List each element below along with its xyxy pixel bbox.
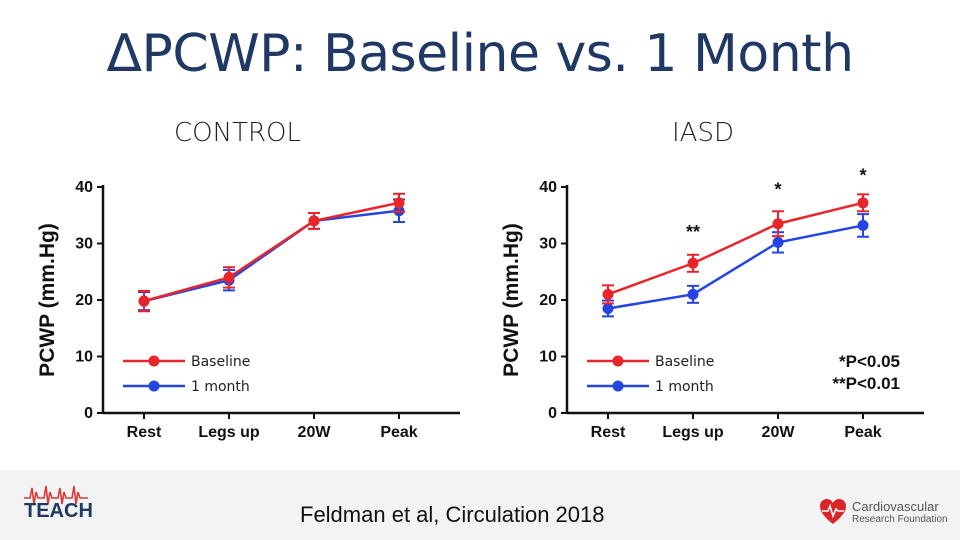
p-value-note: **P<0.01 [832, 374, 900, 393]
data-point [687, 288, 699, 300]
slide-title: ΔPCWP: Baseline vs. 1 Month [106, 24, 854, 84]
series-line-1-month [607, 224, 864, 310]
control-chart: PCWP (mm.Hg) 0 10 20 30 40 Rest Legs up 20W Peak B… [36, 179, 460, 441]
legend-marker [612, 380, 624, 392]
y-tick-label: 30 [75, 236, 93, 253]
p-value-note: *P<0.05 [839, 352, 900, 371]
y-tick-label: 30 [539, 236, 557, 253]
y-axis-label: PCWP (mm.Hg) [500, 223, 523, 377]
legend-label: Baseline [655, 354, 714, 370]
y-tick-label: 0 [84, 405, 93, 422]
crf-logo-line1: Cardiovascular [852, 499, 939, 514]
y-tick-label: 10 [539, 349, 557, 366]
data-point [393, 197, 405, 209]
series-line-baseline [607, 201, 864, 296]
data-point [602, 302, 614, 314]
y-tick-label: 10 [75, 349, 93, 366]
data-point [308, 215, 320, 227]
data-point [857, 219, 869, 231]
legend-marker [612, 355, 624, 367]
x-tick-label: Peak [844, 424, 881, 441]
x-tick-label: Peak [380, 424, 417, 441]
y-tick-label: 20 [75, 292, 93, 309]
data-point [223, 271, 235, 283]
data-point [602, 288, 614, 300]
legend-label: Baseline [191, 354, 250, 370]
crf-logo-text: Cardiovascular Research Foundation [852, 500, 948, 526]
x-tick-label: Legs up [198, 424, 260, 441]
data-point [772, 236, 784, 248]
teach-logo-text: TEACH [24, 500, 93, 522]
data-point [772, 218, 784, 230]
series-line-1-month [143, 209, 400, 303]
footer-bar [0, 470, 960, 540]
legend-marker [148, 380, 160, 392]
x-tick-label: Legs up [662, 424, 724, 441]
data-point [138, 295, 150, 307]
legend-marker [148, 355, 160, 367]
iasd-panel-label: IASD [672, 118, 734, 148]
crf-logo-line2: Research Foundation [852, 514, 948, 525]
legend-label: 1 month [191, 379, 250, 395]
significance-annotation: ** [686, 222, 700, 242]
series-line-baseline [143, 201, 400, 303]
y-tick-label: 40 [75, 179, 93, 196]
iasd-chart: PCWP (mm.Hg) 0 10 20 30 40 Rest Legs up 20W Peak B… [500, 165, 924, 441]
crf-heart-icon [820, 499, 846, 524]
data-point [857, 197, 869, 209]
x-tick-label: 20W [762, 424, 796, 441]
significance-annotation: * [859, 165, 866, 185]
x-tick-label: Rest [127, 424, 162, 441]
significance-annotation: * [774, 179, 781, 199]
x-tick-label: 20W [298, 424, 332, 441]
teach-logo-waveform-icon [24, 485, 88, 505]
citation: Feldman et al, Circulation 2018 [300, 502, 605, 527]
y-axis-label: PCWP (mm.Hg) [36, 223, 59, 377]
legend-label: 1 month [655, 379, 714, 395]
y-tick-label: 40 [539, 179, 557, 196]
y-tick-label: 20 [539, 292, 557, 309]
data-point [687, 257, 699, 269]
control-panel-label: CONTROL [174, 118, 301, 148]
y-tick-label: 0 [548, 405, 557, 422]
x-tick-label: Rest [591, 424, 626, 441]
